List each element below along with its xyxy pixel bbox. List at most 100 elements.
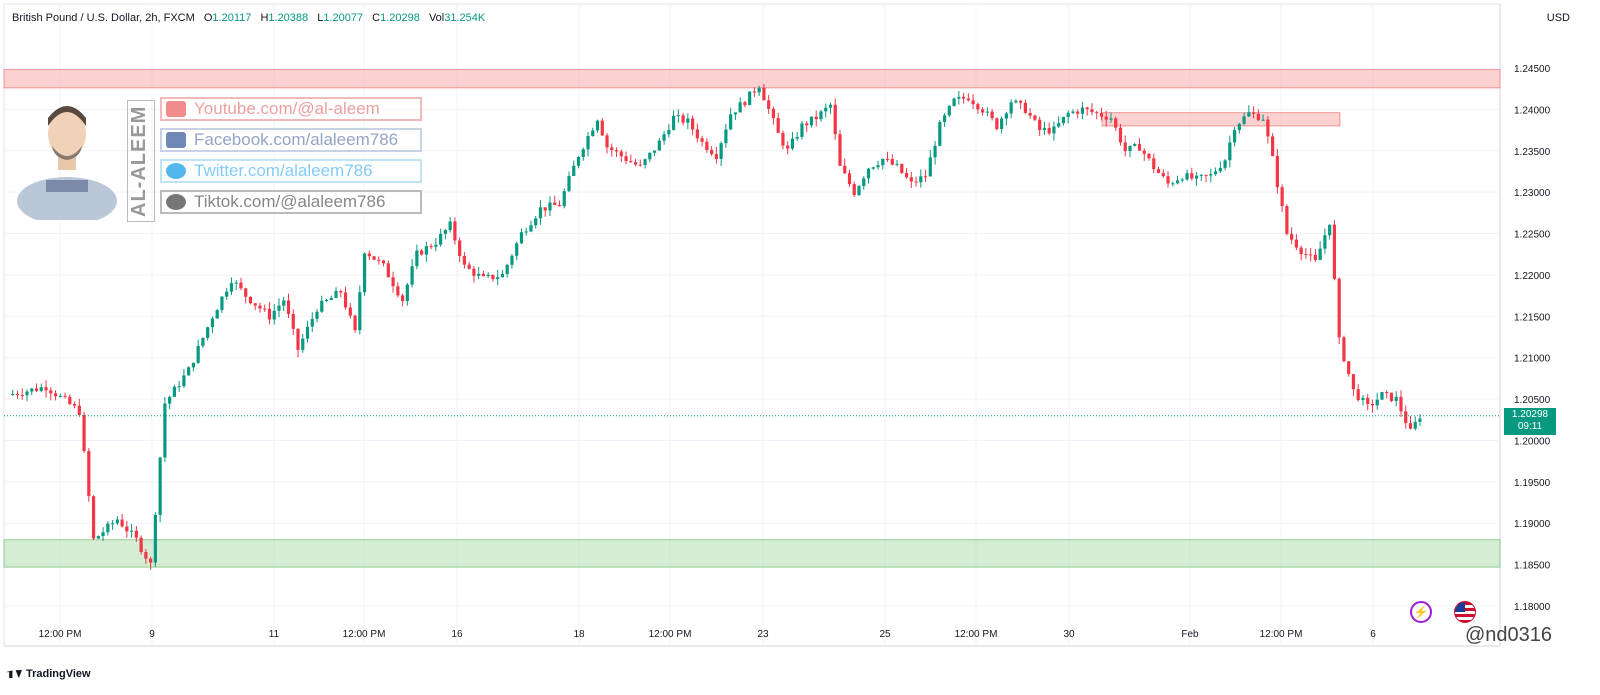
candle-body: [68, 396, 72, 405]
candle-body: [1190, 173, 1194, 179]
axis-layer: 1.24500 1.24000 1.23500 1.23000 1.22500 1.220…: [4, 64, 1551, 640]
candle-body: [1085, 107, 1089, 110]
currency-label: USD: [1546, 12, 1570, 24]
candle-body: [1180, 179, 1184, 181]
x-tick-label: 11: [269, 629, 280, 640]
candle-body: [1076, 111, 1080, 114]
candle-body: [491, 274, 495, 280]
y-tick-label: 1.24000: [1514, 105, 1551, 116]
social-youtube: Youtube.com/@al-aleem: [160, 97, 422, 121]
candle-body: [1356, 389, 1360, 401]
candle-body: [291, 313, 295, 329]
candle-body: [1114, 118, 1118, 128]
candle-body: [643, 159, 647, 166]
social-text: Facebook.com/alaleem786: [194, 130, 399, 149]
x-tick-label: Feb: [1181, 629, 1199, 640]
social-links-panel: Youtube.com/@al-aleem Facebook.com/alale…: [160, 97, 422, 221]
candle-body: [729, 114, 733, 130]
candle-body: [39, 387, 43, 391]
us-flag-icon[interactable]: [1454, 601, 1476, 623]
candle-body: [976, 104, 980, 110]
candle-body: [824, 107, 828, 112]
candle-body: [909, 177, 913, 182]
candle-body: [1271, 136, 1275, 156]
candle-body: [828, 104, 833, 108]
candle-body: [324, 299, 329, 301]
tradingview-logo[interactable]: TradingView: [6, 668, 91, 680]
x-tick-label: 12:00 PM: [39, 629, 82, 640]
candle-body: [496, 277, 500, 280]
support-zone: [3, 539, 1501, 568]
candle-body: [63, 395, 67, 397]
candle-body: [110, 523, 115, 525]
candle-body: [1175, 180, 1180, 184]
candle-body: [1071, 111, 1075, 113]
candle-body: [125, 526, 129, 532]
candle-body: [477, 273, 481, 276]
candle-body: [334, 290, 338, 298]
candle-body: [1413, 421, 1417, 429]
chart-header: British Pound / U.S. Dollar, 2h, FXCM O1…: [12, 12, 491, 24]
candle-body: [1275, 155, 1279, 188]
candle-body: [315, 311, 319, 319]
candle-body: [1408, 423, 1413, 429]
candle-body: [34, 388, 39, 391]
candle-body: [691, 118, 695, 130]
candle-body: [1004, 113, 1008, 119]
candle-body: [505, 264, 509, 274]
watermark: @nd0316: [1464, 624, 1552, 646]
candle-body: [1118, 127, 1123, 143]
low-label: L: [317, 12, 324, 24]
candle-body: [757, 87, 761, 93]
candle-body: [1247, 112, 1251, 117]
tiktok-icon: [166, 194, 186, 210]
candle-body: [671, 115, 676, 130]
candle-body: [624, 156, 628, 162]
candle-body: [1309, 254, 1313, 256]
candle-body: [1347, 361, 1351, 375]
candle-body: [572, 165, 576, 177]
candle-body: [581, 149, 585, 158]
candle-body: [847, 173, 852, 185]
candle-body: [1337, 278, 1341, 338]
candle-body: [267, 308, 272, 320]
candle-body: [377, 259, 381, 261]
candle-body: [248, 296, 253, 304]
x-tick-label: 12:00 PM: [1260, 629, 1303, 640]
candle-body: [196, 345, 200, 363]
candle-body: [710, 150, 714, 155]
candle-body: [439, 233, 443, 245]
y-tick-label: 1.20500: [1514, 395, 1551, 406]
candle-body: [20, 394, 24, 396]
candle-body: [667, 129, 671, 135]
y-tick-label: 1.20000: [1514, 436, 1551, 447]
candle-body: [1332, 224, 1337, 279]
candle-body: [225, 291, 229, 297]
candle-body: [676, 115, 680, 117]
candle-body: [1218, 167, 1222, 172]
candle-body: [733, 112, 737, 115]
candle-body: [752, 91, 757, 93]
candle-body: [610, 147, 614, 151]
candle-body: [420, 250, 424, 255]
resistance-zone-small: [1101, 112, 1341, 127]
candle-body: [30, 388, 34, 392]
candle-body: [705, 141, 709, 151]
candle-body: [130, 530, 134, 532]
candle-body: [1090, 109, 1094, 113]
symbol-title: British Pound / U.S. Dollar, 2h, FXCM: [12, 12, 195, 24]
candle-body: [1028, 112, 1032, 116]
open-value: 1.20117: [212, 12, 252, 24]
x-tick-label: 23: [757, 629, 769, 640]
lightning-icon[interactable]: ⚡: [1410, 601, 1432, 623]
candle-body: [348, 307, 352, 316]
candle-body: [96, 536, 100, 539]
candle-body: [681, 115, 685, 123]
candle-body: [1285, 206, 1289, 234]
close-label: C: [372, 12, 381, 24]
candle-body: [562, 191, 566, 207]
candle-body: [244, 288, 248, 297]
candle-body: [443, 230, 447, 234]
